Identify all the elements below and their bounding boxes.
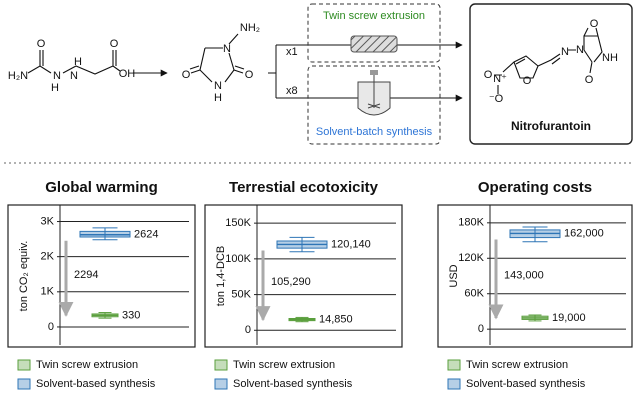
y-tick-label: 60K (464, 288, 484, 300)
route-label: Solvent-batch synthesis (316, 126, 433, 138)
legend-swatch (447, 378, 461, 390)
panel-frame (437, 204, 633, 348)
legend-label: Solvent-based synthesis (233, 378, 353, 390)
atom: O (110, 38, 119, 50)
motor (370, 70, 378, 75)
difference-label: 105,290 (271, 276, 311, 288)
atom: O (37, 38, 46, 50)
legend-label: Twin screw extrusion (466, 359, 568, 371)
atom: O (245, 69, 254, 81)
y-tick-label: 120K (458, 252, 484, 264)
product-box (469, 3, 633, 145)
atom: H₂N (8, 70, 28, 82)
y-tick-label: 2K (41, 251, 55, 263)
median-label: 330 (122, 309, 140, 321)
chart-title: Operating costs (478, 179, 592, 196)
atom: N⁺ (493, 73, 507, 85)
atom: H (74, 56, 82, 68)
chart-title: Terrestial ecotoxicity (229, 179, 379, 196)
legend-swatch (214, 359, 228, 371)
y-tick-label: 0 (478, 323, 484, 335)
chart-title: Global warming (45, 179, 158, 196)
atom: N (53, 70, 61, 82)
legend-label: Solvent-based synthesis (36, 378, 156, 390)
y-axis-label: ton CO₂ equiv. (18, 241, 30, 312)
y-axis-label: USD (448, 264, 460, 287)
bonds (495, 27, 603, 94)
y-tick-label: 0 (48, 321, 54, 333)
legend-swatch (447, 359, 461, 371)
median-label: 2624 (134, 229, 158, 241)
atom: H (51, 82, 59, 94)
panel-frame (7, 204, 196, 348)
atom: OH (119, 68, 136, 80)
atom: NH₂ (240, 22, 260, 34)
y-tick-label: 100K (225, 253, 251, 265)
atom: N (214, 80, 222, 92)
product-name: Nitrofurantoin (511, 119, 591, 133)
atom: N (223, 43, 231, 55)
route-box (307, 3, 441, 63)
atom: H (214, 92, 222, 104)
bonds (27, 50, 121, 75)
y-tick-label: 0 (245, 324, 251, 336)
difference-label: 2294 (74, 269, 98, 281)
branch (268, 45, 277, 98)
median-label: 14,850 (319, 314, 353, 326)
legend-swatch (17, 378, 31, 390)
legend-swatch (214, 378, 228, 390)
stirrer (367, 72, 381, 109)
atom: O (523, 75, 532, 87)
atom: NH (602, 52, 618, 64)
difference-label: 143,000 (504, 270, 544, 282)
legend-label: Twin screw extrusion (233, 359, 335, 371)
median-label: 162,000 (564, 227, 604, 239)
scheme: H₂N O N H N H O OH O N NH₂ O N H x1 x8 T… (8, 3, 633, 145)
ratio: x8 (286, 85, 298, 97)
ratio: x1 (286, 46, 298, 58)
atom: N (576, 44, 584, 56)
atom: N (70, 70, 78, 82)
y-tick-label: 180K (458, 217, 484, 229)
charts: Global warming ton CO₂ equiv. 0 1K 2K 3K 330 Tw… (7, 179, 633, 390)
median-label: 19,000 (552, 312, 586, 324)
legend-swatch (17, 359, 31, 371)
y-tick-label: 50K (231, 288, 251, 300)
extruder-icon (350, 35, 398, 53)
y-axis-label: ton 1,4-DCB (215, 246, 227, 307)
y-tick-label: 150K (225, 217, 251, 229)
median-label: 120,140 (331, 238, 371, 250)
legend-label: Twin screw extrusion (36, 359, 138, 371)
bonds (189, 33, 245, 83)
atom: O (182, 69, 191, 81)
atom: O (590, 18, 599, 30)
route-box (307, 65, 441, 145)
y-tick-label: 3K (41, 215, 55, 227)
y-tick-label: 1K (41, 286, 55, 298)
atom: ⁻O (489, 93, 504, 105)
legend-label: Solvent-based synthesis (466, 378, 586, 390)
atom: N (561, 46, 569, 58)
panel-frame (204, 204, 403, 348)
atom: O (484, 69, 493, 81)
atom: O (585, 74, 594, 86)
route-label: Twin screw extrusion (323, 10, 425, 22)
